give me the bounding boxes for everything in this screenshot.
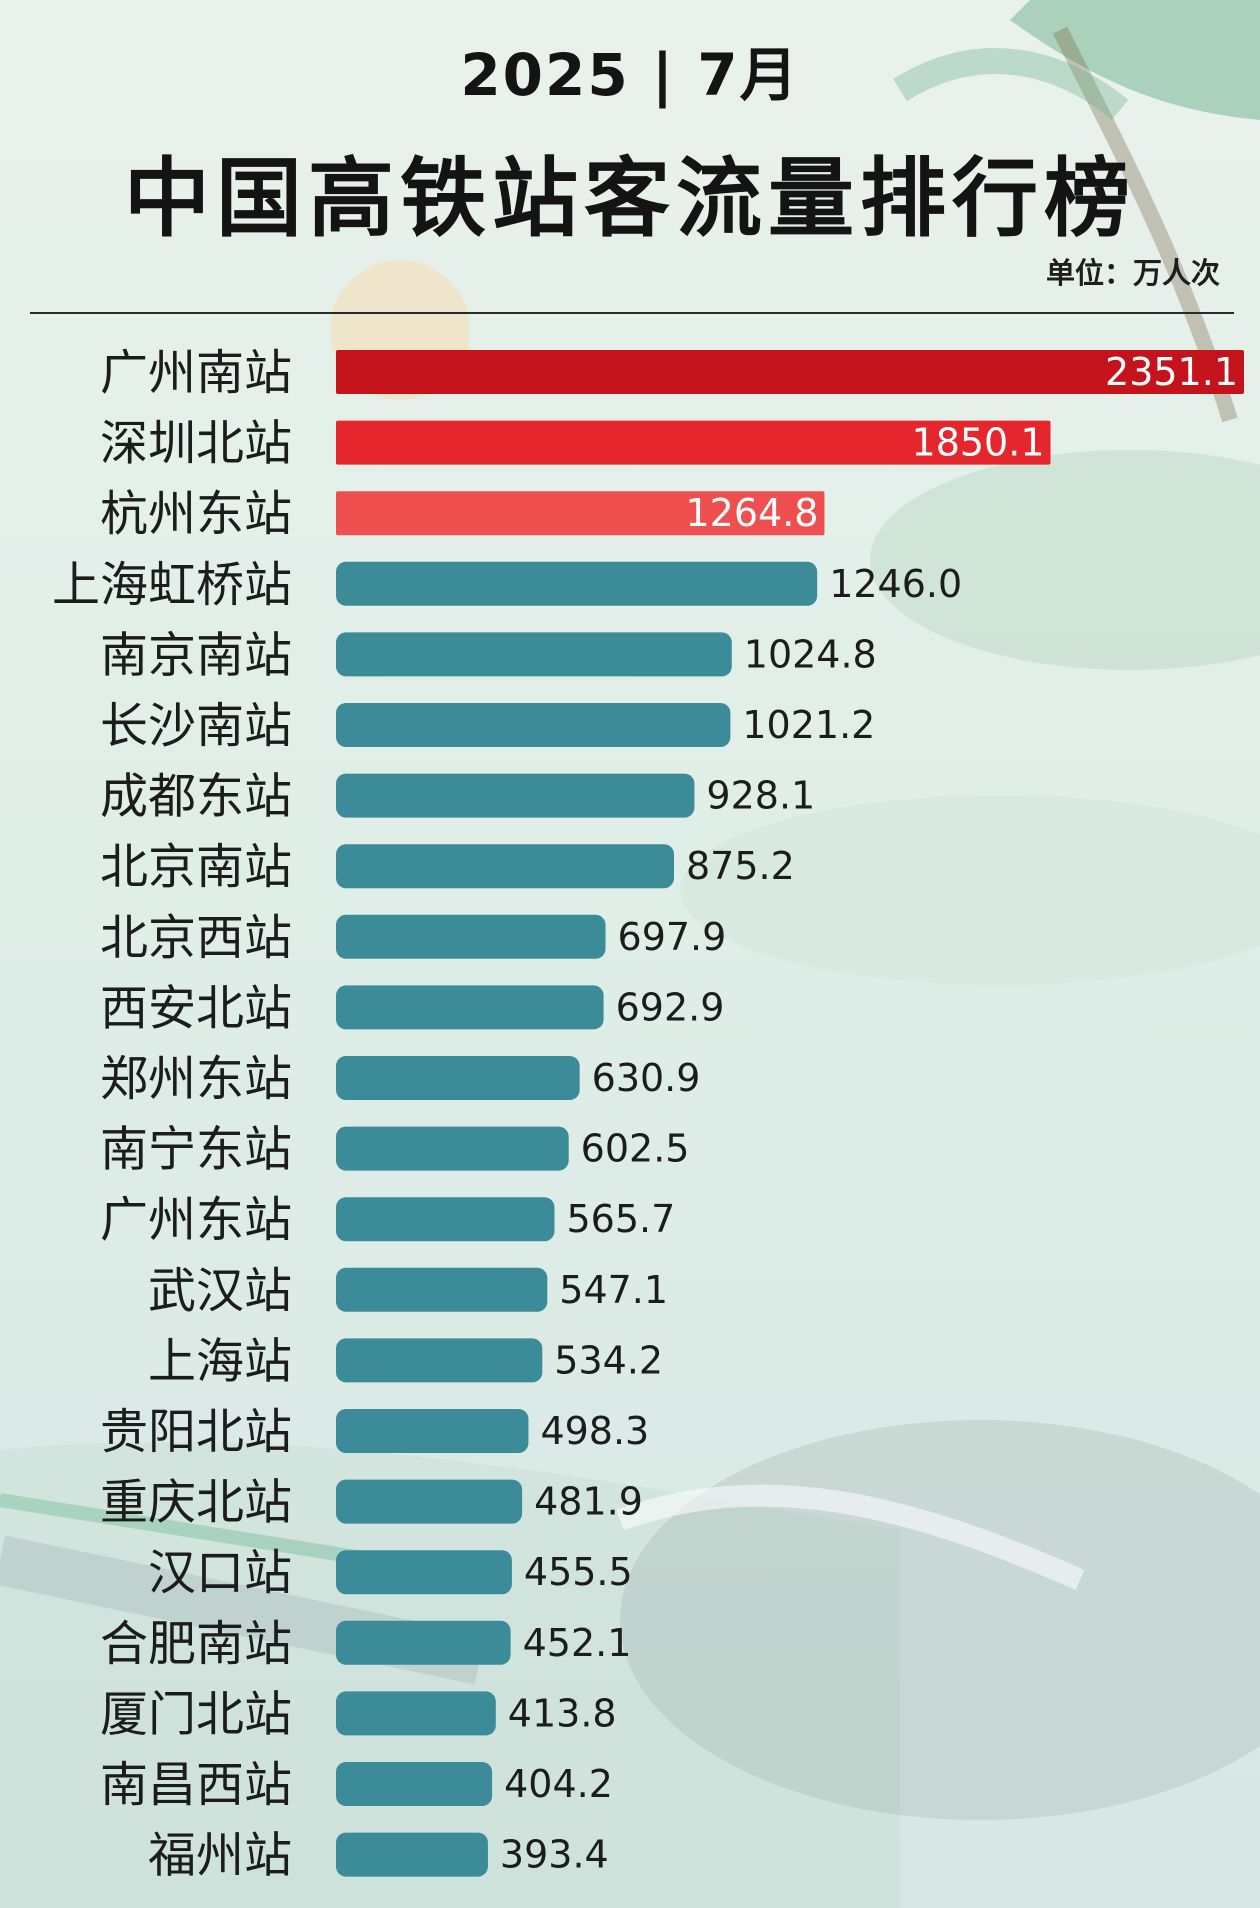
station-label: 深圳北站	[100, 416, 292, 472]
bar	[336, 1479, 523, 1524]
station-label: 汉口站	[148, 1545, 292, 1601]
value-label: 875.2	[686, 844, 795, 888]
value-label: 404.2	[504, 1762, 613, 1806]
bar	[336, 1409, 529, 1453]
bar	[336, 632, 732, 677]
station-label: 武汉站	[148, 1263, 292, 1319]
value-label: 413.8	[508, 1691, 617, 1735]
bar	[336, 350, 1244, 394]
station-label: 郑州东站	[100, 1051, 292, 1107]
bar	[336, 1762, 493, 1806]
station-label: 重庆北站	[100, 1475, 292, 1531]
bar	[336, 561, 818, 606]
station-label: 厦门北站	[100, 1686, 292, 1742]
station-label: 南京南站	[100, 627, 292, 683]
bar	[336, 1550, 512, 1595]
value-label: 1246.0	[829, 562, 962, 606]
bar	[336, 1832, 488, 1877]
bar	[336, 1620, 511, 1665]
station-label: 广州南站	[100, 345, 292, 401]
value-label: 630.9	[592, 1056, 701, 1100]
station-label: 长沙南站	[100, 698, 292, 754]
value-label: 455.5	[524, 1550, 633, 1594]
bar	[336, 985, 604, 1030]
title-divider	[30, 312, 1234, 314]
bar	[336, 703, 731, 747]
station-label: 贵阳北站	[100, 1404, 292, 1460]
station-label: 广州东站	[100, 1192, 292, 1248]
bar	[336, 491, 825, 536]
station-label: 北京西站	[100, 910, 292, 966]
station-label: 北京南站	[100, 839, 292, 895]
value-label: 547.1	[559, 1268, 668, 1312]
bar	[336, 1338, 543, 1383]
bar	[336, 1056, 580, 1100]
value-label: 692.9	[616, 985, 725, 1029]
value-label: 393.4	[500, 1833, 609, 1877]
chart-title: 中国高铁站客流量排行榜	[124, 149, 1136, 249]
value-label: 452.1	[523, 1621, 632, 1665]
value-label: 1850.1	[912, 421, 1045, 465]
station-label: 南昌西站	[100, 1757, 292, 1813]
station-label: 上海虹桥站	[52, 557, 292, 613]
value-label: 565.7	[566, 1197, 675, 1241]
station-label: 福州站	[148, 1828, 292, 1884]
station-label: 西安北站	[100, 980, 292, 1036]
value-label: 481.9	[534, 1480, 643, 1524]
value-label: 928.1	[706, 774, 815, 818]
bar	[336, 1267, 548, 1312]
bar	[336, 1126, 569, 1171]
station-label: 杭州东站	[100, 486, 292, 542]
station-label: 成都东站	[100, 769, 292, 825]
station-label: 南宁东站	[100, 1122, 292, 1178]
bar	[336, 1197, 555, 1242]
bar	[336, 420, 1051, 465]
value-label: 1021.2	[742, 703, 875, 747]
value-label: 534.2	[554, 1338, 663, 1382]
bar	[336, 773, 695, 818]
value-label: 1264.8	[685, 491, 818, 535]
bar	[336, 844, 675, 889]
value-label: 602.5	[581, 1127, 690, 1171]
station-label: 合肥南站	[100, 1616, 292, 1672]
value-label: 498.3	[540, 1409, 649, 1453]
bar	[336, 1691, 496, 1736]
bar	[336, 914, 606, 959]
chart-subtitle-year: 2025 | 7月	[460, 41, 800, 109]
unit-label: 单位：万人次	[1045, 256, 1220, 290]
value-label: 1024.8	[744, 632, 877, 676]
value-label: 697.9	[618, 915, 727, 959]
value-label: 2351.1	[1105, 350, 1238, 394]
station-label: 上海站	[148, 1333, 292, 1389]
